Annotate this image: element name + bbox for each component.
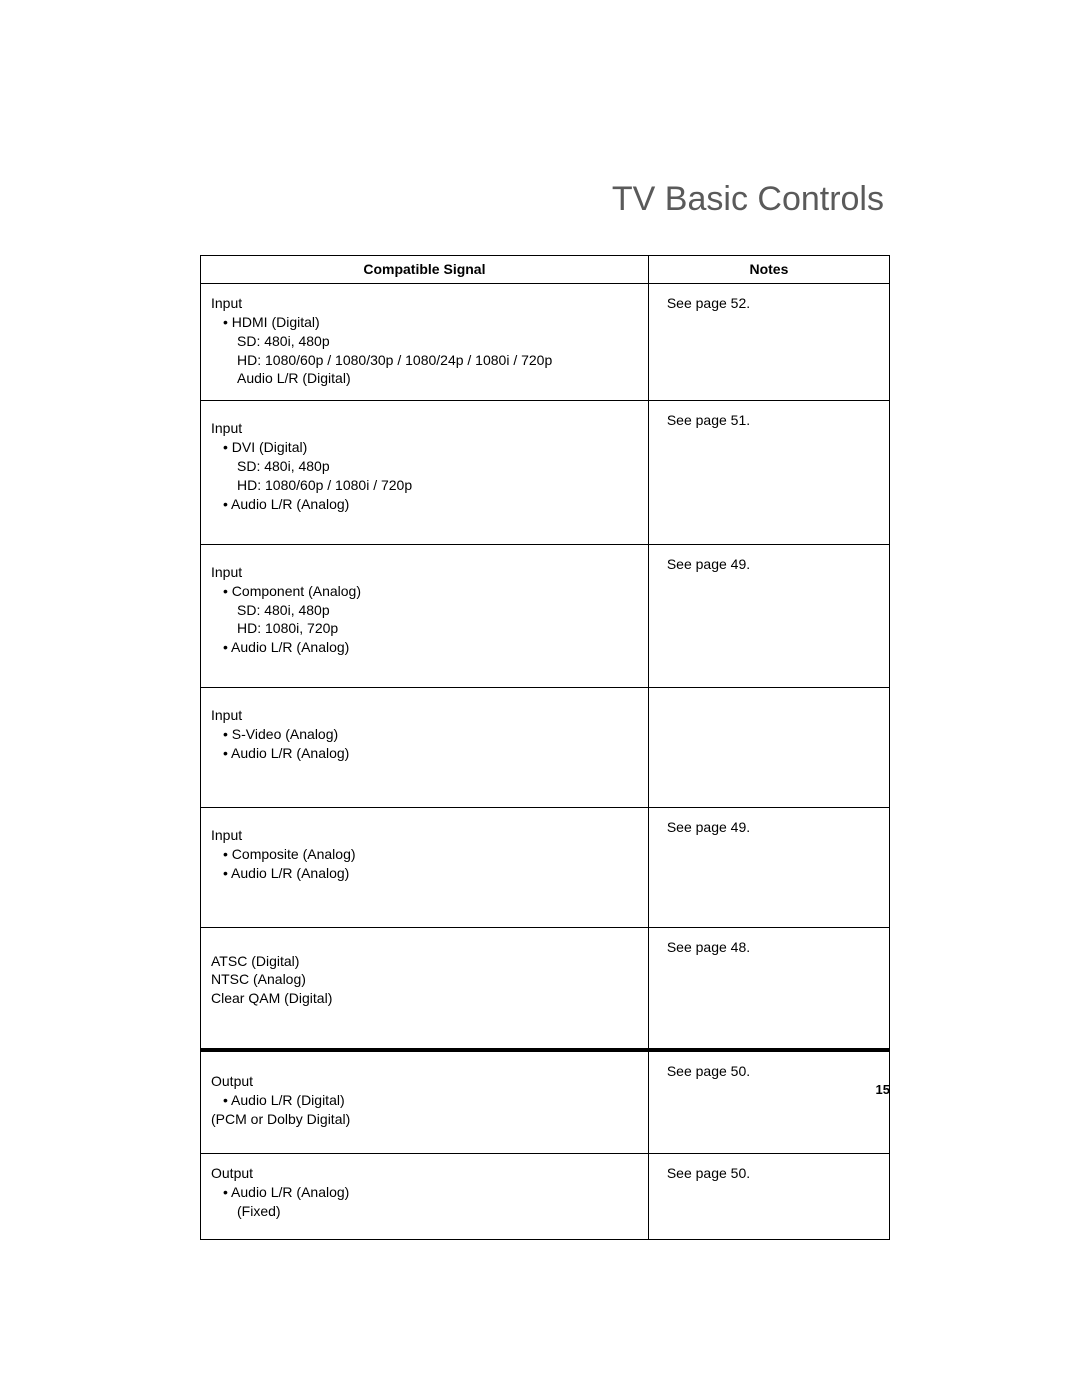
- signal-line: Audio L/R (Analog): [211, 638, 638, 657]
- signal-line: Input: [211, 419, 638, 438]
- signal-cell: InputComposite (Analog)Audio L/R (Analog…: [201, 807, 649, 927]
- signal-line: Component (Analog): [211, 582, 638, 601]
- signal-line: SD: 480i, 480p: [211, 332, 638, 351]
- notes-cell: [648, 688, 889, 808]
- signal-line: S-Video (Analog): [211, 725, 638, 744]
- signal-line: Composite (Analog): [211, 845, 638, 864]
- signal-cell: InputHDMI (Digital)SD: 480i, 480pHD: 108…: [201, 283, 649, 400]
- notes-cell: See page 50.: [648, 1050, 889, 1153]
- signal-line: Audio L/R (Digital): [211, 369, 638, 388]
- signal-line: Input: [211, 706, 638, 725]
- table-row: InputHDMI (Digital)SD: 480i, 480pHD: 108…: [201, 283, 890, 400]
- signal-line: DVI (Digital): [211, 438, 638, 457]
- signal-line: Clear QAM (Digital): [211, 989, 638, 1008]
- signal-cell: ATSC (Digital)NTSC (Analog)Clear QAM (Di…: [201, 927, 649, 1050]
- signal-cell: InputComponent (Analog)SD: 480i, 480pHD:…: [201, 544, 649, 687]
- signal-line: Output: [211, 1164, 638, 1183]
- signal-line: (PCM or Dolby Digital): [211, 1110, 638, 1129]
- signal-line: ATSC (Digital): [211, 952, 638, 971]
- signal-cell: OutputAudio L/R (Analog)(Fixed): [201, 1153, 649, 1239]
- notes-cell: See page 49.: [648, 544, 889, 687]
- signal-compatibility-table: Compatible Signal Notes InputHDMI (Digit…: [200, 255, 890, 1240]
- signal-line: Output: [211, 1072, 638, 1091]
- manual-page: TV Basic Controls Compatible Signal Note…: [0, 0, 1080, 1397]
- signal-line: HD: 1080/60p / 1080/30p / 1080/24p / 108…: [211, 351, 638, 370]
- table-row: InputComposite (Analog)Audio L/R (Analog…: [201, 807, 890, 927]
- signal-cell: OutputAudio L/R (Digital)(PCM or Dolby D…: [201, 1050, 649, 1153]
- signal-line: NTSC (Analog): [211, 970, 638, 989]
- page-number: 15: [876, 1082, 890, 1097]
- signal-line: SD: 480i, 480p: [211, 457, 638, 476]
- signal-line: Audio L/R (Analog): [211, 1183, 638, 1202]
- signal-line: Input: [211, 826, 638, 845]
- header-compatible-signal: Compatible Signal: [201, 256, 649, 284]
- signal-cell: InputS-Video (Analog)Audio L/R (Analog): [201, 688, 649, 808]
- table-row: OutputAudio L/R (Digital)(PCM or Dolby D…: [201, 1050, 890, 1153]
- signal-line: SD: 480i, 480p: [211, 601, 638, 620]
- signal-line: Input: [211, 563, 638, 582]
- table-header-row: Compatible Signal Notes: [201, 256, 890, 284]
- notes-cell: See page 48.: [648, 927, 889, 1050]
- page-title: TV Basic Controls: [200, 180, 890, 219]
- table-row: ATSC (Digital)NTSC (Analog)Clear QAM (Di…: [201, 927, 890, 1050]
- signal-line: HDMI (Digital): [211, 313, 638, 332]
- table-row: InputComponent (Analog)SD: 480i, 480pHD:…: [201, 544, 890, 687]
- notes-cell: See page 49.: [648, 807, 889, 927]
- signal-line: Audio L/R (Analog): [211, 744, 638, 763]
- notes-cell: See page 52.: [648, 283, 889, 400]
- signal-line: Audio L/R (Digital): [211, 1091, 638, 1110]
- signal-line: Audio L/R (Analog): [211, 864, 638, 883]
- signal-line: Input: [211, 294, 638, 313]
- table-row: InputS-Video (Analog)Audio L/R (Analog): [201, 688, 890, 808]
- signal-line: HD: 1080/60p / 1080i / 720p: [211, 476, 638, 495]
- signal-line: HD: 1080i, 720p: [211, 619, 638, 638]
- notes-cell: See page 51.: [648, 401, 889, 544]
- signal-line: (Fixed): [211, 1202, 638, 1221]
- notes-cell: See page 50.: [648, 1153, 889, 1239]
- table-row: OutputAudio L/R (Analog)(Fixed)See page …: [201, 1153, 890, 1239]
- signal-line: Audio L/R (Analog): [211, 495, 638, 514]
- table-row: InputDVI (Digital)SD: 480i, 480pHD: 1080…: [201, 401, 890, 544]
- header-notes: Notes: [648, 256, 889, 284]
- signal-cell: InputDVI (Digital)SD: 480i, 480pHD: 1080…: [201, 401, 649, 544]
